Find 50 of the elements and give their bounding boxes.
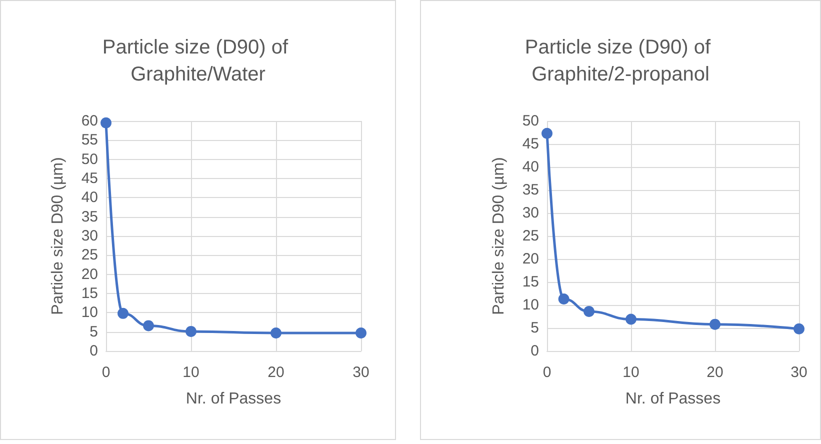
point: [584, 306, 594, 317]
y-tick-label: 30: [522, 204, 539, 222]
point: [143, 320, 154, 332]
point: [710, 318, 720, 330]
y-tick-label: 0: [90, 342, 98, 360]
y-tick-label: 5: [530, 320, 539, 336]
x-tick-label: 20: [706, 364, 724, 381]
y-axis-title: Particle size D90 (µm): [490, 157, 508, 315]
x-tick-label: 30: [790, 364, 808, 381]
y-tick-label: 45: [81, 170, 98, 187]
point: [186, 326, 196, 337]
y-tick-label: 30: [81, 228, 98, 244]
chart-title: Particle size (D90) of Graphite/Water: [102, 36, 294, 86]
y-tick-label: 50: [522, 112, 539, 130]
y-tick-label: 0: [530, 342, 539, 360]
y-tick-label: 45: [522, 136, 539, 152]
y-tick-label: 60: [81, 112, 98, 130]
y-tick-label: 20: [522, 250, 539, 268]
x-tick-label: 10: [182, 364, 200, 381]
y-tick-label: 10: [522, 296, 539, 314]
point: [356, 327, 366, 338]
x-tick-label: 0: [542, 364, 552, 381]
y-tick-label: 40: [81, 189, 98, 206]
chart-title: Particle size (D90) of Graphite/2-propanol: [524, 36, 716, 86]
point: [558, 294, 570, 305]
x-tick-label: 30: [352, 364, 370, 381]
y-tick-label: 50: [81, 150, 98, 168]
x-axis-title: Nr. of Passes: [625, 390, 721, 408]
x-tick-label: 10: [622, 364, 640, 381]
y-tick-label: 35: [81, 208, 98, 226]
x-tick-label: 20: [268, 364, 284, 381]
y-tick-label: 55: [81, 132, 98, 149]
y-tick-label: 15: [522, 274, 539, 290]
point: [270, 327, 282, 338]
point: [100, 117, 112, 128]
y-tick-label: 40: [522, 158, 539, 176]
y-tick-label: 15: [81, 285, 98, 302]
y-tick-label: 25: [81, 246, 98, 264]
x-axis-title: Nr. of Passes: [186, 390, 282, 408]
x-tick-label: 0: [102, 364, 110, 381]
y-tick-label: 10: [81, 304, 98, 322]
y-tick-label: 25: [522, 228, 539, 244]
point: [118, 308, 128, 319]
y-tick-label: 5: [90, 323, 98, 340]
point: [542, 128, 552, 139]
point: [626, 314, 636, 325]
y-tick-label: 20: [81, 266, 98, 283]
y-axis-title: Particle size D90 (µm): [50, 157, 66, 315]
y-tick-label: 35: [522, 182, 539, 198]
point: [794, 323, 804, 334]
